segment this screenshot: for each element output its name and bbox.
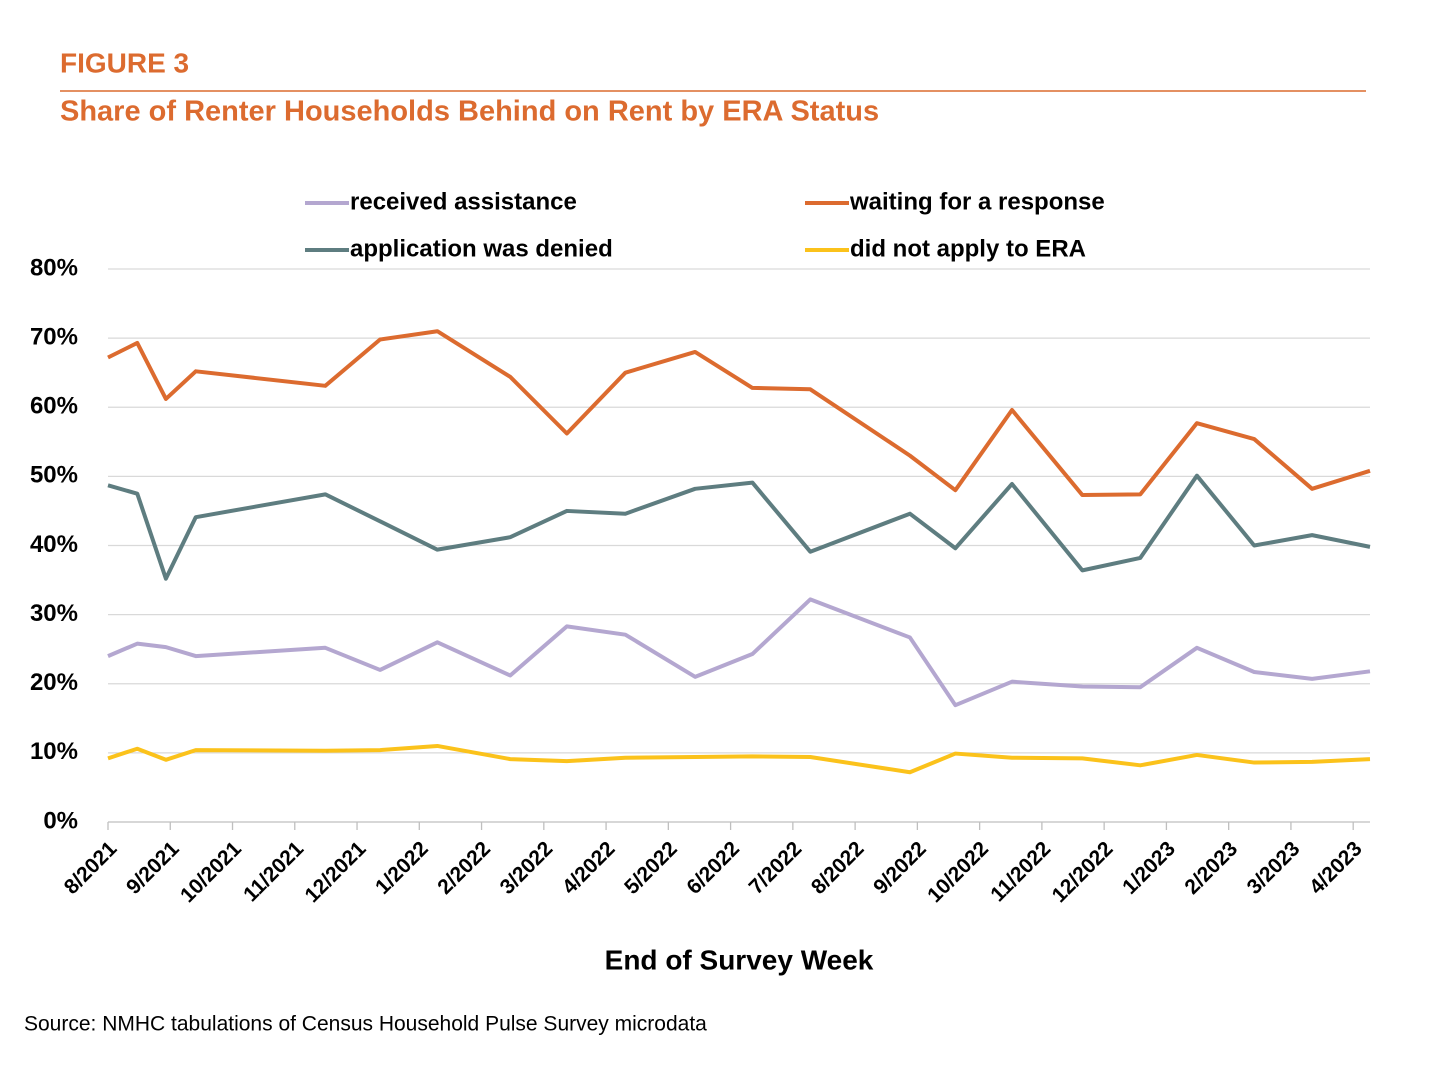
x-tick-label: 10/2022 [923,837,993,907]
legend-label: application was denied [350,235,613,262]
x-tick-label: 10/2021 [176,837,246,907]
y-tick-label: 40% [30,531,78,558]
x-tick-label: 12/2022 [1048,837,1118,907]
source-note: Source: NMHC tabulations of Census House… [24,1013,707,1036]
y-tick-label: 70% [30,323,78,350]
x-tick-label: 4/2022 [558,837,620,899]
series-line [107,743,1371,775]
series-line [107,473,1371,581]
legend-label: did not apply to ERA [850,235,1086,262]
x-tick-label: 4/2023 [1305,837,1367,899]
x-tick-label: 3/2022 [496,837,558,899]
y-tick-label: 50% [30,462,78,489]
y-tick-label: 10% [30,738,78,765]
x-tick-label: 3/2023 [1243,837,1305,899]
x-tick-label: 11/2022 [986,837,1055,906]
y-tick-label: 30% [30,600,78,627]
x-tick-label: 11/2021 [239,837,308,906]
x-tick-label: 12/2021 [301,837,371,907]
y-tick-label: 0% [43,807,78,834]
x-tick-label: 6/2022 [682,837,744,899]
x-tick-label: 7/2022 [745,837,807,899]
x-tick-label: 5/2022 [620,837,682,899]
x-axis-label: End of Survey Week [605,944,874,975]
series-line [107,597,1371,708]
legend-label: waiting for a response [849,188,1105,215]
x-tick-label: 1/2023 [1118,837,1180,899]
y-tick-label: 80% [30,254,78,281]
x-tick-label: 8/2021 [60,837,122,899]
x-tick-label: 2/2022 [433,837,495,899]
y-tick-label: 60% [30,393,78,420]
x-tick-label: 2/2023 [1180,837,1242,899]
series-line [107,329,1371,498]
y-tick-label: 20% [30,669,78,696]
x-tick-label: 9/2022 [869,837,931,899]
legend-label: received assistance [350,188,577,215]
x-tick-label: 8/2022 [807,837,869,899]
chart-title: Share of Renter Households Behind on Ren… [60,96,879,128]
x-tick-label: 9/2021 [122,837,184,899]
figure-label: FIGURE 3 [60,47,189,78]
x-tick-label: 1/2022 [371,837,433,899]
